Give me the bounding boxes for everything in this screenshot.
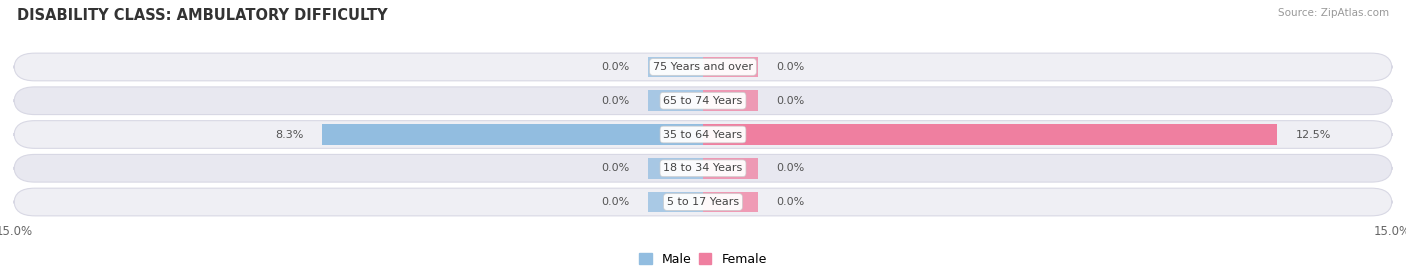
Text: 65 to 74 Years: 65 to 74 Years [664, 96, 742, 106]
Text: 8.3%: 8.3% [276, 129, 304, 140]
Text: Source: ZipAtlas.com: Source: ZipAtlas.com [1278, 8, 1389, 18]
Text: DISABILITY CLASS: AMBULATORY DIFFICULTY: DISABILITY CLASS: AMBULATORY DIFFICULTY [17, 8, 388, 23]
Bar [703, 56, 758, 77]
FancyBboxPatch shape [14, 121, 1392, 148]
Text: 0.0%: 0.0% [776, 163, 804, 173]
Text: 0.0%: 0.0% [602, 163, 630, 173]
FancyBboxPatch shape [14, 154, 1392, 182]
Legend: Male, Female: Male, Female [640, 253, 766, 266]
Text: 35 to 64 Years: 35 to 64 Years [664, 129, 742, 140]
Text: 12.5%: 12.5% [1295, 129, 1331, 140]
Bar [648, 56, 703, 77]
FancyBboxPatch shape [14, 53, 1392, 81]
Text: 0.0%: 0.0% [776, 197, 804, 207]
Bar [703, 158, 758, 179]
Bar [648, 192, 703, 213]
Bar [648, 158, 703, 179]
FancyBboxPatch shape [14, 87, 1392, 115]
Text: 75 Years and over: 75 Years and over [652, 62, 754, 72]
Text: 5 to 17 Years: 5 to 17 Years [666, 197, 740, 207]
FancyBboxPatch shape [14, 188, 1392, 216]
Text: 0.0%: 0.0% [602, 96, 630, 106]
Bar [703, 192, 758, 213]
Bar [703, 90, 758, 111]
Text: 0.0%: 0.0% [602, 197, 630, 207]
Text: 0.0%: 0.0% [776, 62, 804, 72]
Text: 18 to 34 Years: 18 to 34 Years [664, 163, 742, 173]
Text: 0.0%: 0.0% [602, 62, 630, 72]
Text: 0.0%: 0.0% [776, 96, 804, 106]
Bar [648, 90, 703, 111]
Bar [322, 124, 703, 145]
Bar [703, 124, 1277, 145]
